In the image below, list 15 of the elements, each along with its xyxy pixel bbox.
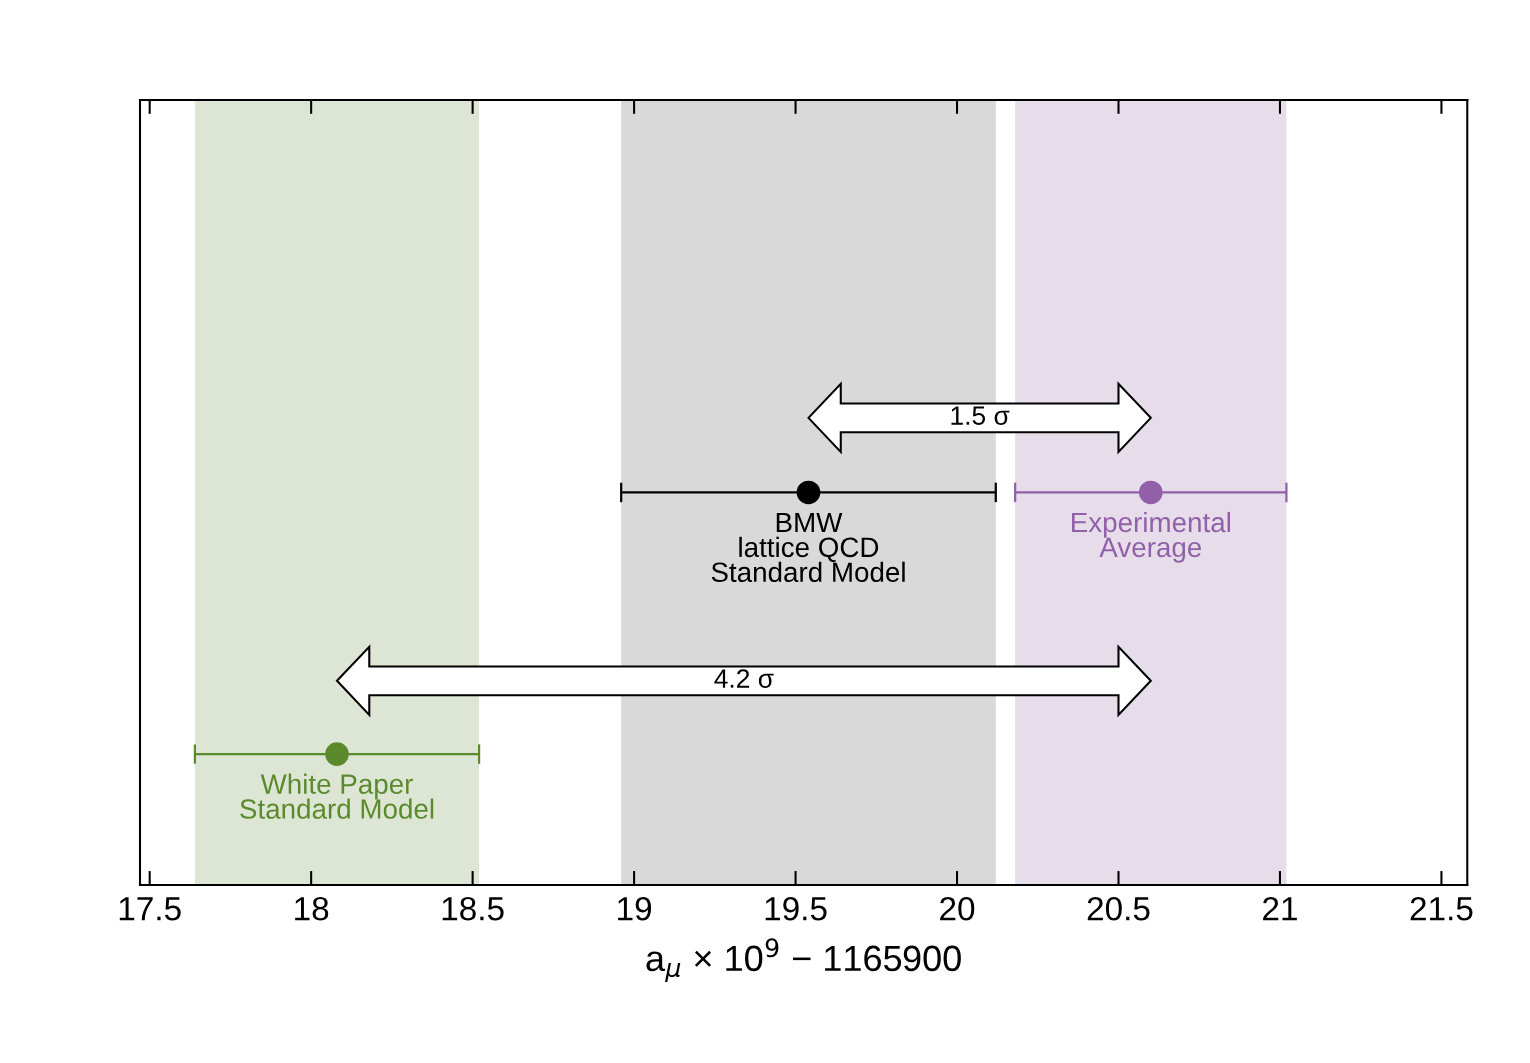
annotation: 1.5 σ [951, 406, 1010, 425]
x-tick-label: 20 [940, 896, 975, 921]
annotation: 4.2 σ [714, 669, 774, 688]
x-tick-label: 19.5 [765, 896, 827, 921]
x-tick-label: 18.5 [442, 896, 504, 921]
series-label: Experimental Average [1072, 511, 1230, 563]
x-tick-label: 21.5 [1410, 896, 1473, 921]
x-tick-label: 21 [1263, 896, 1297, 921]
x-tick-label: 20.5 [1087, 896, 1150, 921]
x-tick-label: 19 [618, 896, 652, 921]
x-tick-label: 18 [295, 896, 329, 921]
x-axis-title: a$_{μ}$ × 10$^{9}$ − 1165900 [646, 938, 961, 983]
x-tick-label: 17.5 [119, 897, 181, 921]
series-label: White Paper Standard Model [240, 773, 434, 819]
series-label: BMW lattice QCD Standard Model [711, 512, 905, 583]
